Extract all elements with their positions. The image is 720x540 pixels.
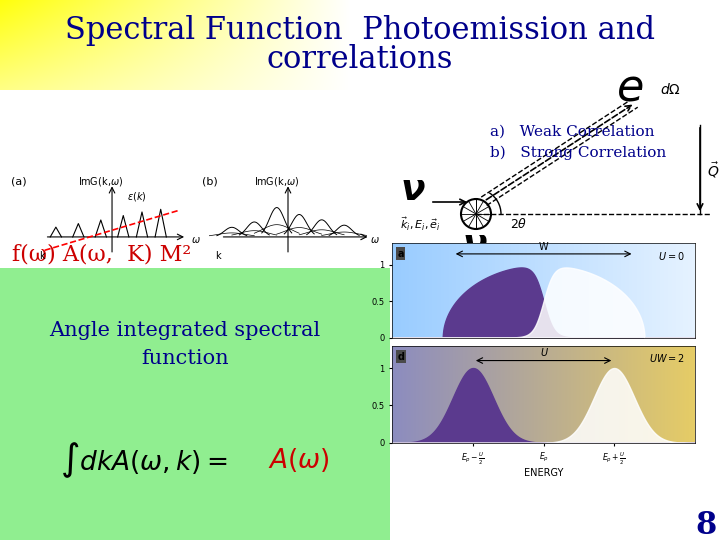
- Text: W: W: [539, 242, 549, 252]
- Text: (a): (a): [11, 177, 27, 186]
- Text: U: U: [540, 348, 547, 359]
- Text: $\omega$: $\omega$: [191, 234, 200, 245]
- Text: Spectral Function  Photoemission and: Spectral Function Photoemission and: [65, 15, 655, 45]
- Text: Angle integrated spectral
function: Angle integrated spectral function: [50, 321, 320, 368]
- Text: $UW=2$: $UW=2$: [649, 352, 685, 363]
- Text: ImG(k,$\omega$): ImG(k,$\omega$): [254, 174, 300, 187]
- Text: $\int dkA(\omega,k) = $: $\int dkA(\omega,k) = $: [60, 440, 228, 480]
- Bar: [0, 90, 720, 268]
- Text: $d\Omega$: $d\Omega$: [660, 83, 681, 98]
- Text: $\vec{k}_i,E_i,\vec{e}_i$: $\vec{k}_i,E_i,\vec{e}_i$: [400, 215, 441, 233]
- Text: k: k: [215, 251, 220, 261]
- Text: $A(\omega)$: $A(\omega)$: [268, 446, 330, 474]
- Text: a: a: [397, 249, 404, 259]
- Text: ImG(k,$\omega$): ImG(k,$\omega$): [78, 174, 124, 187]
- Text: $\vec{Q}$: $\vec{Q}$: [707, 160, 719, 180]
- Bar: [0, 268, 390, 540]
- Text: $\omega$: $\omega$: [370, 234, 380, 245]
- Text: k: k: [39, 251, 45, 261]
- Text: correlations: correlations: [266, 44, 454, 76]
- Text: f(ω) A(ω,  K) M²: f(ω) A(ω, K) M²: [12, 244, 191, 266]
- Text: d: d: [397, 352, 405, 362]
- Text: $2\theta$: $2\theta$: [510, 217, 527, 231]
- Text: $\varepsilon(k)$: $\varepsilon(k)$: [127, 190, 147, 204]
- Text: (b): (b): [202, 177, 217, 186]
- Text: b)   Strong Correlation: b) Strong Correlation: [490, 146, 666, 160]
- X-axis label: ENERGY: ENERGY: [524, 468, 563, 478]
- Text: a)   Weak Correlation: a) Weak Correlation: [490, 125, 654, 139]
- Text: $U=0$: $U=0$: [658, 250, 685, 262]
- Text: $e$: $e$: [616, 66, 644, 110]
- Text: 8: 8: [696, 510, 716, 540]
- Text: $\boldsymbol{\nu}$: $\boldsymbol{\nu}$: [462, 228, 487, 262]
- Text: $\boldsymbol{\nu}$: $\boldsymbol{\nu}$: [400, 173, 426, 207]
